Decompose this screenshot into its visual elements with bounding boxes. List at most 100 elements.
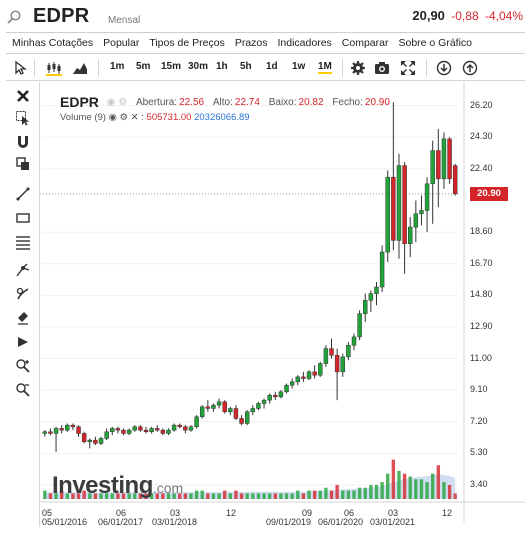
volume-bar xyxy=(149,493,154,499)
price-change: -0,88 xyxy=(451,9,479,23)
menu-item-minhas-cotacoes[interactable]: Minhas Cotações xyxy=(12,37,94,49)
volume-visibility-icon[interactable]: ◉ ⚙ ✕ : xyxy=(108,112,144,123)
timeframe-30m[interactable]: 30m xyxy=(188,61,209,72)
menu-item-tipos-de-precos[interactable]: Tipos de Preços xyxy=(149,37,225,49)
symbol-title: EDPR xyxy=(33,5,90,27)
open-label: Abertura: xyxy=(135,96,178,108)
volume-bar xyxy=(99,493,103,499)
drawing-tools xyxy=(6,82,40,527)
gear-icon[interactable] xyxy=(350,60,366,76)
horizontal-lines-icon[interactable] xyxy=(15,234,31,250)
candle-body xyxy=(351,336,357,346)
time-tick-label: 06/01/2017 xyxy=(98,517,144,527)
volume-bar xyxy=(307,490,311,499)
close-value: 20.90 xyxy=(364,96,390,108)
volume-bar xyxy=(217,493,221,499)
volume-bar xyxy=(65,493,69,499)
candle-body xyxy=(447,138,452,180)
volume-bar xyxy=(436,465,441,499)
volume-bar xyxy=(397,470,401,499)
volume-bar xyxy=(279,493,283,499)
timeframe-15m[interactable]: 15m xyxy=(161,61,182,72)
time-tick-label: 03 xyxy=(170,508,181,518)
volume-bar xyxy=(357,487,362,499)
logo-brand: Investing xyxy=(52,472,153,499)
volume-bar xyxy=(363,487,367,499)
candle-body xyxy=(126,429,132,434)
timeframe-1h[interactable]: 1h xyxy=(216,61,228,72)
trend-line-icon[interactable] xyxy=(15,186,31,202)
camera-icon[interactable] xyxy=(374,60,390,76)
fullscreen-icon[interactable] xyxy=(400,60,416,76)
select-cursor-icon[interactable] xyxy=(15,110,31,126)
menu-item-popular[interactable]: Popular xyxy=(103,37,140,49)
timeframe-1d[interactable]: 1d xyxy=(266,61,278,72)
layers-icon[interactable] xyxy=(15,156,31,172)
menu-item-indicadores[interactable]: Indicadores xyxy=(277,37,332,49)
candle-body xyxy=(132,426,137,431)
candle-body xyxy=(419,210,424,215)
header: EDPR Mensal 20,90 -0,88 -4,04% xyxy=(0,0,531,32)
timeframe-1m[interactable]: 1m xyxy=(110,61,125,72)
rectangle-icon[interactable] xyxy=(15,210,31,226)
volume-bar xyxy=(341,490,345,499)
candlestick-chart[interactable] xyxy=(40,82,525,527)
candle-body xyxy=(357,313,362,338)
search-icon[interactable] xyxy=(6,9,22,25)
candle-body xyxy=(177,424,182,428)
candle-body xyxy=(155,428,160,431)
volume-bar xyxy=(104,493,109,499)
cursor-icon[interactable] xyxy=(12,60,28,76)
brush-icon[interactable] xyxy=(15,286,31,302)
volume-bar xyxy=(447,484,452,499)
volume-bar xyxy=(223,490,227,499)
volume-bar xyxy=(273,493,277,499)
volume-bar xyxy=(59,490,64,499)
area-chart-icon[interactable] xyxy=(72,60,88,76)
price-tick-label: 5.30 xyxy=(470,447,488,458)
arrow-marker-icon[interactable] xyxy=(15,334,31,350)
menu-item-prazos[interactable]: Prazos xyxy=(234,37,268,49)
candlestick-chart-icon[interactable] xyxy=(46,60,62,76)
magnet-icon[interactable] xyxy=(15,134,31,150)
timeframe-1M[interactable]: 1M xyxy=(318,61,332,74)
candle-body xyxy=(301,376,306,379)
price-tick-label: 26.20 xyxy=(470,99,493,110)
volume-bar xyxy=(256,493,261,499)
open-value: 22.56 xyxy=(179,96,205,108)
volume-bar xyxy=(127,493,131,499)
volume-bar xyxy=(301,493,306,499)
candle-body xyxy=(346,344,351,358)
zoom-out-icon[interactable] xyxy=(15,382,31,398)
timeframe-1w[interactable]: 1w xyxy=(292,61,306,72)
pitchfork-icon[interactable] xyxy=(15,262,31,278)
menu-item-comparar[interactable]: Comparar xyxy=(341,37,389,49)
time-tick-label: 09 xyxy=(302,508,313,518)
candle-body xyxy=(407,226,413,244)
time-tick-label: 06 xyxy=(116,508,127,518)
price-tick-label: 3.40 xyxy=(470,479,488,490)
candle-body xyxy=(81,433,87,443)
candle-body xyxy=(65,424,70,431)
volume-bar xyxy=(290,493,294,499)
eraser-icon[interactable] xyxy=(15,310,31,326)
menu-item-sobre-o-grafico[interactable]: Sobre o Gráfico xyxy=(398,37,473,49)
volume-bar xyxy=(172,493,176,499)
candle-body xyxy=(391,176,396,241)
cloud-download-icon[interactable] xyxy=(436,60,452,76)
low-value: 20.82 xyxy=(298,96,324,108)
legend-symbol: EDPR xyxy=(60,94,99,110)
zoom-in-icon[interactable] xyxy=(15,358,31,374)
volume-bar xyxy=(239,493,244,499)
candle-body xyxy=(278,391,284,398)
close-icon[interactable] xyxy=(15,88,31,104)
candle-body xyxy=(256,403,261,409)
volume-bar xyxy=(380,482,384,499)
toolbar: 1m 5m 15m 30m 1h 5h 1d 1w 1M xyxy=(6,55,525,81)
time-tick-label: 05 xyxy=(42,508,53,518)
timeframe-5h[interactable]: 5h xyxy=(240,61,252,72)
visibility-eye-icon[interactable]: ◉ ⚙ xyxy=(106,96,128,108)
cloud-upload-icon[interactable] xyxy=(462,60,478,76)
price-chart[interactable]: EDPR ◉ ⚙ Abertura: 22.56 Alto: 22.74 Baixo… xyxy=(40,82,525,527)
timeframe-5m[interactable]: 5m xyxy=(136,61,151,72)
